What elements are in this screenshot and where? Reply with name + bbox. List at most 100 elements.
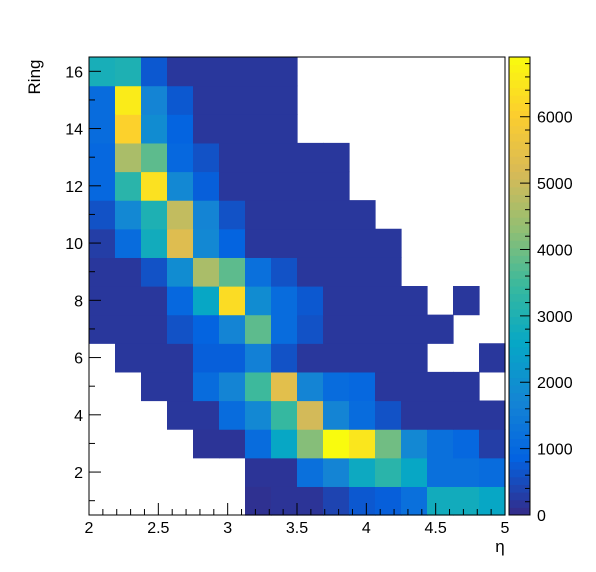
colorbar-swatch — [509, 255, 530, 264]
colorbar-swatch — [509, 461, 530, 470]
heatmap-cell — [219, 314, 246, 344]
colorbar-swatch — [509, 438, 530, 447]
colorbar-tick-label: 6000 — [537, 110, 573, 127]
heatmap-cell — [141, 142, 168, 173]
colorbar-swatch — [509, 354, 530, 363]
heatmap-cell — [193, 142, 220, 173]
y-tick-label: 2 — [74, 465, 83, 482]
heatmap-cell — [349, 457, 376, 487]
colorbar-swatch — [509, 118, 530, 127]
heatmap-cell — [323, 400, 350, 430]
y-tick-label: 14 — [65, 122, 83, 139]
colorbar-swatch — [509, 148, 530, 157]
colorbar-swatch — [509, 79, 530, 89]
heatmap-cell — [271, 228, 298, 258]
heatmap-cell — [323, 200, 350, 230]
colorbar-swatch — [509, 140, 530, 150]
colorbar-swatch — [509, 133, 530, 142]
heatmap-cell — [219, 228, 246, 258]
colorbar-swatch — [509, 102, 530, 111]
y-axis: 2 4 6 8 10 12 14 16 — [65, 64, 101, 502]
y-tick-label: 8 — [74, 293, 83, 310]
colorbar-swatch — [509, 202, 530, 211]
heatmap-cell — [219, 286, 246, 316]
heatmap-cell — [323, 343, 350, 373]
heatmap-cell — [219, 257, 246, 287]
heatmap-cell — [115, 286, 142, 316]
heatmap-cell — [167, 200, 194, 230]
heatmap-cell — [297, 371, 324, 402]
heatmap-cell — [167, 371, 194, 402]
heatmap-cell — [245, 314, 272, 344]
heatmap-cell — [167, 228, 194, 258]
heatmap-cell — [453, 400, 480, 430]
colorbar-swatch — [509, 316, 530, 325]
heatmap-cell — [141, 85, 168, 115]
heatmap-cell — [427, 371, 454, 402]
x-tick-label: 2.5 — [147, 520, 169, 537]
heatmap-cell — [193, 200, 220, 230]
heatmap-cell — [323, 429, 350, 459]
heatmap-cell — [115, 200, 142, 230]
heatmap-cell — [141, 228, 168, 258]
heatmap-cell — [349, 486, 376, 516]
heatmap-cell — [297, 200, 324, 230]
heatmap-cell — [219, 142, 246, 173]
y-tick-label: 12 — [65, 179, 83, 196]
heatmap-cell — [271, 114, 298, 144]
colorbar-swatch — [509, 263, 530, 272]
colorbar-swatch — [509, 95, 530, 104]
colorbar-swatch — [509, 186, 530, 195]
heatmap-cell — [193, 228, 220, 258]
colorbar-swatch — [509, 64, 530, 73]
heatmap-cell — [193, 429, 220, 459]
heatmap-cell — [219, 343, 246, 373]
heatmap-cell — [245, 142, 272, 173]
heatmap-cell — [115, 171, 142, 201]
heatmap-cell — [193, 171, 220, 201]
colorbar-swatch — [509, 469, 530, 478]
colorbar-swatch — [509, 156, 530, 165]
heatmap-cell — [219, 57, 246, 87]
heatmap-cell — [115, 142, 142, 173]
colorbar-swatch — [509, 362, 530, 371]
heatmap-cell — [219, 114, 246, 144]
heatmap-cell — [349, 343, 376, 373]
heatmap-cell — [297, 429, 324, 459]
heatmap-cell — [167, 114, 194, 144]
heatmap-cell — [323, 457, 350, 487]
heatmap-cell — [271, 286, 298, 316]
heatmap-cell — [375, 457, 402, 487]
colorbar-swatch — [509, 423, 530, 432]
heatmap-cell — [141, 57, 168, 87]
heatmap-cell — [245, 57, 272, 87]
heatmap-cell — [141, 371, 168, 402]
colorbar-tick-label: 3000 — [537, 309, 573, 326]
colorbar-swatch — [509, 507, 530, 516]
heatmap-cell — [323, 171, 350, 201]
colorbar-swatch — [509, 57, 530, 66]
colorbar-swatch — [509, 232, 530, 241]
heatmap-cell — [141, 171, 168, 201]
heatmap-cell — [349, 257, 376, 287]
heatmap-cell — [245, 85, 272, 115]
heatmap-cell — [271, 400, 298, 430]
heatmap-cell — [271, 371, 298, 402]
colorbar-swatch — [509, 415, 530, 424]
heatmap-cell — [245, 114, 272, 144]
heatmap-cell — [141, 114, 168, 144]
heatmap-cell — [245, 343, 272, 373]
colorbar-swatch — [509, 209, 530, 218]
colorbar-swatch — [509, 347, 530, 356]
heatmap-cell — [245, 429, 272, 459]
colorbar-swatch — [509, 286, 530, 295]
colorbar-swatch — [509, 125, 530, 134]
heatmap-cell — [271, 486, 298, 516]
colorbar: 0 1000 2000 3000 4000 5000 6000 — [508, 56, 573, 525]
heatmap-cell — [245, 486, 272, 516]
heatmap-cell — [323, 314, 350, 344]
colorbar-swatch — [509, 240, 530, 249]
heatmap-cell — [245, 257, 272, 287]
heatmap-cell — [297, 142, 324, 173]
heatmap-cell — [401, 400, 428, 430]
